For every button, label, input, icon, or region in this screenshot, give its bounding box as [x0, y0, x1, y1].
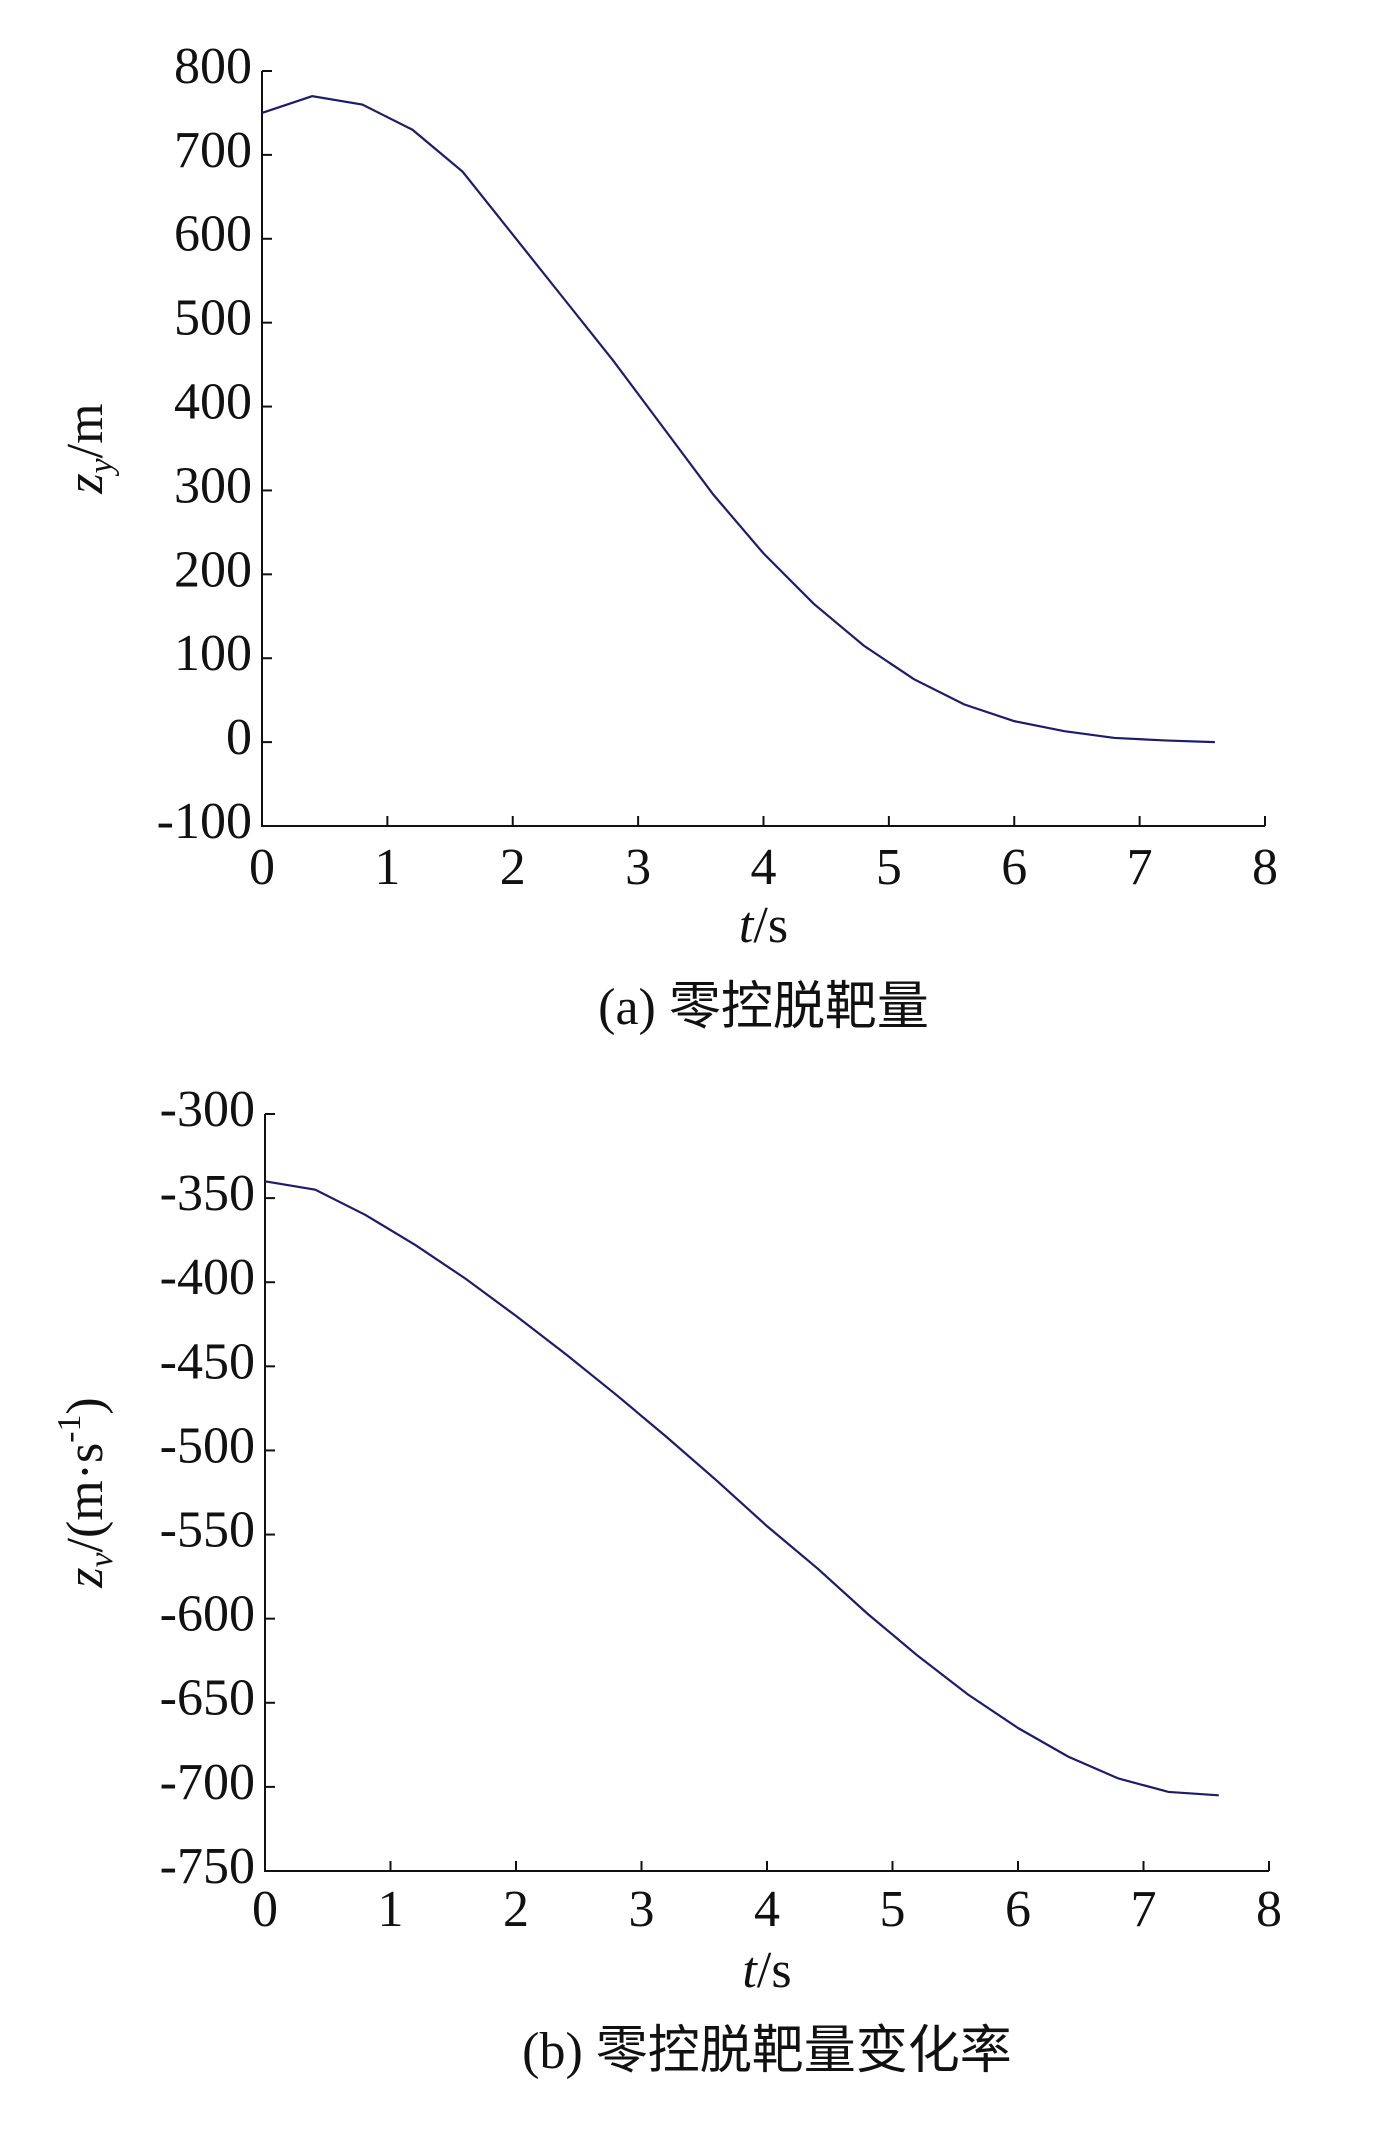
y-tick-label: -700	[160, 1754, 255, 1811]
x-tick-label: 6	[1001, 839, 1027, 896]
x-tick-label: 4	[751, 839, 777, 896]
y-tick-label: -750	[160, 1838, 255, 1895]
label-part: /m	[57, 403, 114, 458]
caption: (b) 零控脱靶量变化率	[522, 2023, 1012, 2080]
y-tick-label: 700	[174, 122, 252, 179]
y-tick-label: 500	[174, 290, 252, 347]
x-tick-label: 8	[1256, 1881, 1282, 1938]
y-tick-label: -300	[160, 1081, 255, 1138]
x-tick-label: 8	[1252, 839, 1278, 896]
x-tick-label: 5	[876, 839, 902, 896]
label-part: t	[742, 1942, 758, 1999]
x-tick-label: 4	[754, 1881, 780, 1938]
x-tick-label: 0	[252, 1881, 278, 1938]
x-tick-label: 2	[500, 839, 526, 896]
y-tick-label: -650	[160, 1670, 255, 1727]
y-axis-label: zy/m	[57, 403, 120, 494]
label-part: /s	[753, 897, 788, 954]
label-part: z	[57, 1568, 114, 1589]
data-line	[261, 95, 1215, 744]
caption: (a) 零控脱靶量	[598, 979, 929, 1036]
y-axis-label: zv/(m·s-1)	[51, 1397, 120, 1589]
label-part: z	[57, 473, 114, 494]
x-tick-label: 6	[1005, 1881, 1031, 1938]
y-tick-label: 600	[174, 206, 252, 263]
label-part: v	[83, 1552, 120, 1567]
label-part: y	[83, 457, 120, 476]
x-tick-label: 1	[378, 1881, 404, 1938]
label-part: t	[739, 897, 755, 954]
x-tick-label: 2	[503, 1881, 529, 1938]
label-part: /(m·s	[57, 1443, 114, 1553]
x-tick-label: 7	[1131, 1881, 1157, 1938]
y-tick-label: -550	[160, 1501, 255, 1558]
x-tick-label: 5	[880, 1881, 906, 1938]
y-tick-label: -400	[160, 1249, 255, 1306]
label-part: -1	[51, 1415, 88, 1443]
x-tick-label: 3	[629, 1881, 655, 1938]
y-tick-label: -100	[157, 793, 252, 850]
x-tick-label: 1	[374, 839, 400, 896]
y-tick-label: 100	[174, 625, 252, 682]
x-tick-label: 7	[1127, 839, 1153, 896]
y-tick-label: -600	[160, 1586, 255, 1643]
x-tick-label: 3	[625, 839, 651, 896]
y-tick-label: 800	[174, 38, 252, 95]
x-axis-label: t/s	[739, 897, 788, 954]
axes	[264, 1114, 1269, 1872]
axes	[261, 71, 1265, 827]
label-part: )	[57, 1397, 114, 1414]
y-tick-label: 0	[226, 709, 252, 766]
y-tick-label: -450	[160, 1333, 255, 1390]
y-tick-label: -350	[160, 1165, 255, 1222]
y-tick-label: 400	[174, 373, 252, 430]
y-tick-label: 200	[174, 541, 252, 598]
x-axis-label: t/s	[742, 1942, 791, 1999]
y-tick-label: 300	[174, 457, 252, 514]
x-tick-label: 0	[249, 839, 275, 896]
data-line	[264, 1180, 1219, 1797]
label-part: /s	[757, 1942, 792, 1999]
y-tick-label: -500	[160, 1417, 255, 1474]
